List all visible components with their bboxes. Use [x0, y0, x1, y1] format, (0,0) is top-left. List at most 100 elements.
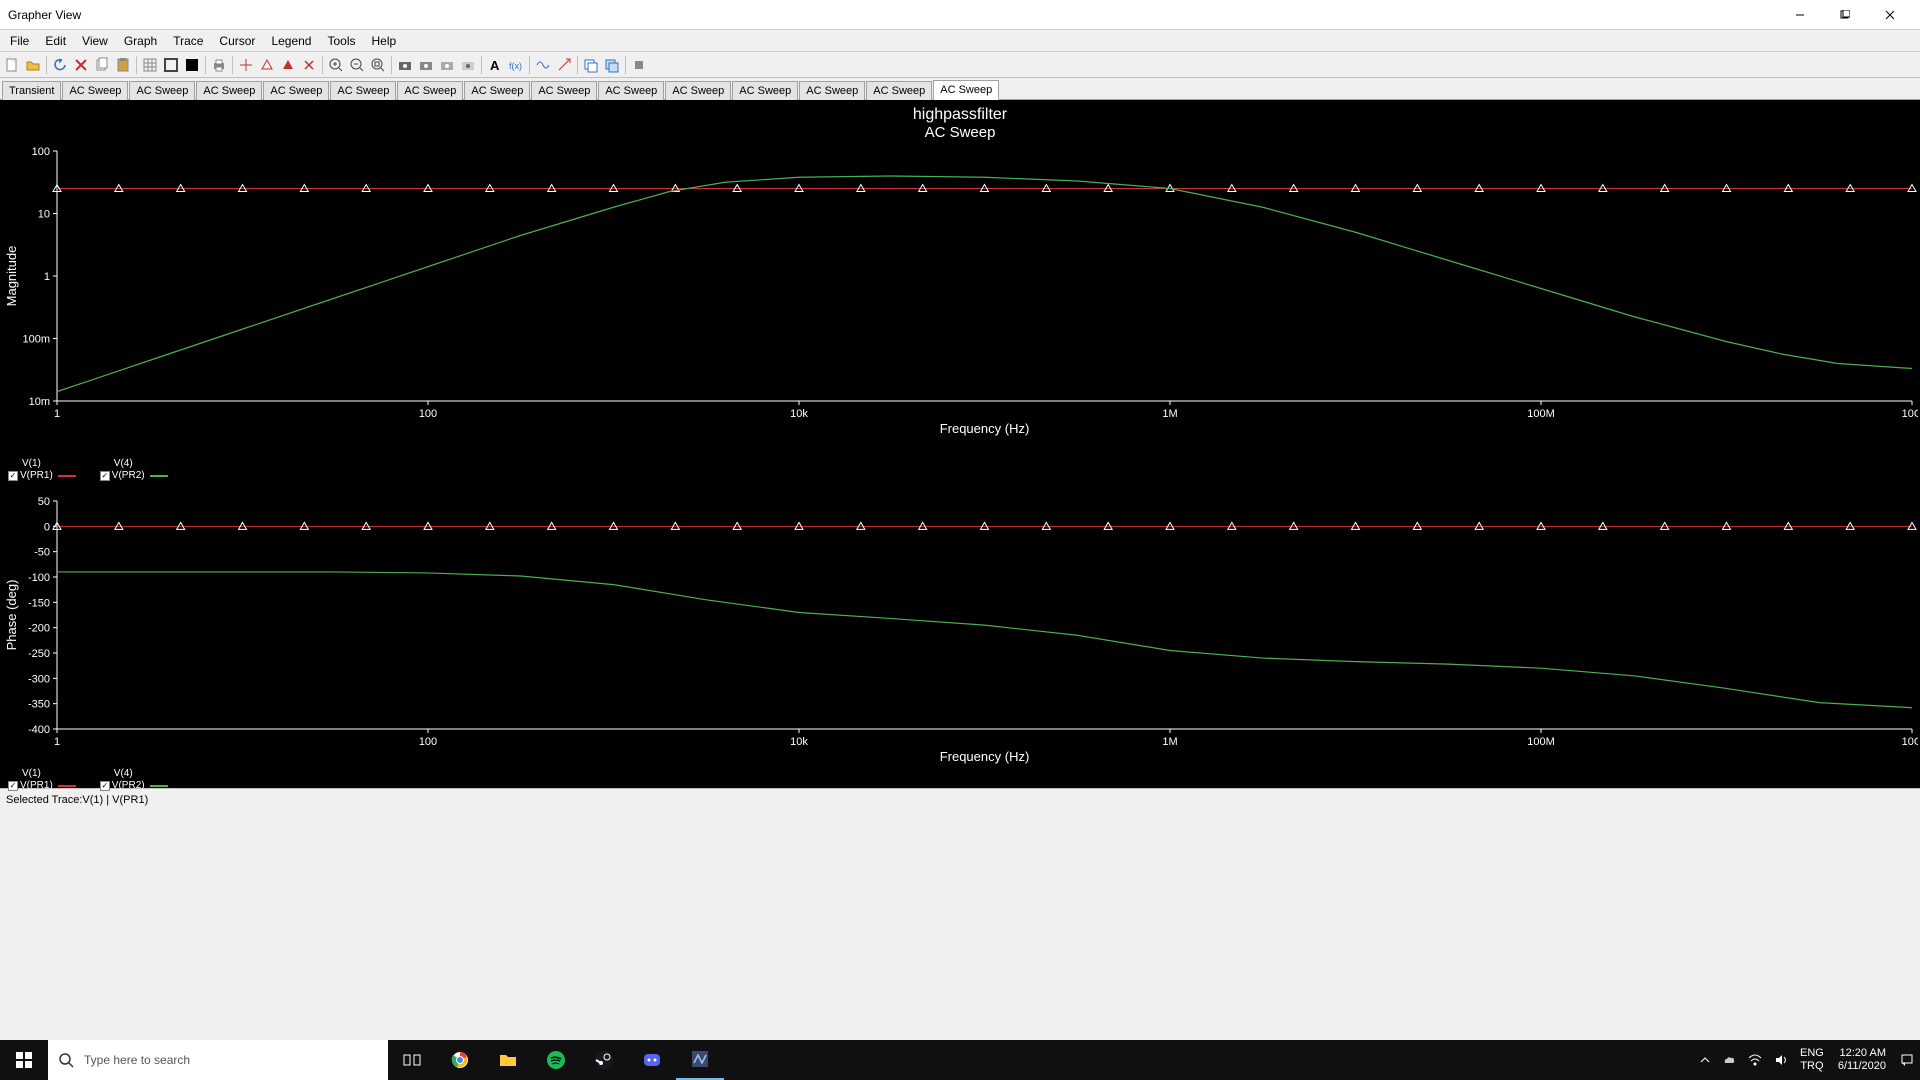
toolbar-grid-icon[interactable]: [140, 55, 160, 75]
plot-title: highpassfilter: [2, 102, 1918, 124]
toolbar-border-icon[interactable]: [161, 55, 181, 75]
menu-trace[interactable]: Trace: [165, 32, 211, 50]
svg-text:100: 100: [32, 146, 50, 158]
minimize-button[interactable]: [1777, 0, 1822, 30]
svg-text:Frequency (Hz): Frequency (Hz): [940, 421, 1030, 436]
menu-cursor[interactable]: Cursor: [211, 32, 263, 50]
toolbar-arrow-icon[interactable]: [554, 55, 574, 75]
toolbar-new-icon[interactable]: [2, 55, 22, 75]
toolbar-camera1-icon[interactable]: [395, 55, 415, 75]
toolbar-open-icon[interactable]: [23, 55, 43, 75]
taskbar-app-steam[interactable]: [580, 1040, 628, 1080]
tray-chevron-icon[interactable]: [1694, 1040, 1716, 1080]
trace-group-1: V(1) ✓V(PR1): [8, 768, 76, 791]
statusbar: Selected Trace:V(1) | V(PR1): [0, 788, 1920, 810]
toolbar-cursor1-icon[interactable]: [236, 55, 256, 75]
magnitude-chart[interactable]: 100101100m10m110010k1M100M10GFrequency (…: [2, 141, 1918, 461]
tab-10[interactable]: AC Sweep: [665, 81, 731, 100]
toolbar-camera3-icon[interactable]: [437, 55, 457, 75]
menu-edit[interactable]: Edit: [37, 32, 74, 50]
menu-graph[interactable]: Graph: [116, 32, 165, 50]
tab-8[interactable]: AC Sweep: [531, 81, 597, 100]
toolbar-undo-icon[interactable]: [50, 55, 70, 75]
titlebar: Grapher View: [0, 0, 1920, 30]
toolbar-wave-icon[interactable]: [533, 55, 553, 75]
svg-text:10k: 10k: [790, 736, 808, 748]
taskbar-app-task-view[interactable]: [388, 1040, 436, 1080]
menu-file[interactable]: File: [2, 32, 37, 50]
phase-chart[interactable]: 500-50-100-150-200-250-300-350-400110010…: [2, 471, 1918, 771]
tab-6[interactable]: AC Sweep: [397, 81, 463, 100]
wifi-icon[interactable]: [1742, 1040, 1768, 1080]
taskbar-app-chrome[interactable]: [436, 1040, 484, 1080]
svg-text:-350: -350: [28, 699, 50, 711]
tab-0[interactable]: Transient: [2, 81, 61, 100]
tab-2[interactable]: AC Sweep: [129, 81, 195, 100]
toolbar-print-icon[interactable]: [209, 55, 229, 75]
tab-4[interactable]: AC Sweep: [263, 81, 329, 100]
toolbar-camera4-icon[interactable]: [458, 55, 478, 75]
taskbar-app-explorer[interactable]: [484, 1040, 532, 1080]
language-indicator[interactable]: ENGTRQ: [1794, 1040, 1830, 1080]
toolbar-delete-icon[interactable]: [71, 55, 91, 75]
taskbar-app-discord[interactable]: [628, 1040, 676, 1080]
clock[interactable]: 12:20 AM6/11/2020: [1830, 1040, 1894, 1080]
toolbar-stop-icon[interactable]: [629, 55, 649, 75]
toolbar-layers2-icon[interactable]: [602, 55, 622, 75]
plot-area: highpassfilter AC Sweep 100101100m10m110…: [0, 100, 1920, 788]
tab-7[interactable]: AC Sweep: [464, 81, 530, 100]
toolbar-text-icon[interactable]: A: [485, 55, 505, 75]
svg-text:1M: 1M: [1162, 736, 1177, 748]
svg-text:A: A: [490, 58, 500, 73]
tab-11[interactable]: AC Sweep: [732, 81, 798, 100]
toolbar-layers1-icon[interactable]: [581, 55, 601, 75]
toolbar-copy-icon[interactable]: [92, 55, 112, 75]
svg-text:-50: -50: [34, 547, 50, 559]
trace-checkbox-1[interactable]: ✓V(PR1): [8, 780, 76, 791]
maximize-button[interactable]: [1822, 0, 1867, 30]
toolbar-marker-tri2-icon[interactable]: [278, 55, 298, 75]
menu-tools[interactable]: Tools: [319, 32, 363, 50]
toolbar-zoom-out-icon[interactable]: [347, 55, 367, 75]
tab-14[interactable]: AC Sweep: [933, 80, 999, 100]
toolbar-zoom-in-icon[interactable]: [326, 55, 346, 75]
tab-5[interactable]: AC Sweep: [330, 81, 396, 100]
menu-legend[interactable]: Legend: [263, 32, 319, 50]
menu-help[interactable]: Help: [364, 32, 405, 50]
toolbar-camera2-icon[interactable]: [416, 55, 436, 75]
toolbar-marker-x-icon[interactable]: [299, 55, 319, 75]
toolbar-blackbg-icon[interactable]: [182, 55, 202, 75]
trace-legend-phase: V(1) ✓V(PR1) V(4) ✓V(PR2): [8, 768, 168, 791]
clock-date: 6/11/2020: [1838, 1060, 1886, 1072]
onedrive-icon[interactable]: [1716, 1040, 1742, 1080]
window-title: Grapher View: [8, 8, 1777, 22]
svg-text:100: 100: [419, 408, 437, 420]
trace-checkbox-2[interactable]: ✓V(PR2): [100, 780, 168, 791]
tab-9[interactable]: AC Sweep: [598, 81, 664, 100]
svg-text:1: 1: [54, 736, 60, 748]
svg-text:-400: -400: [28, 724, 50, 736]
menu-view[interactable]: View: [74, 32, 116, 50]
taskbar-app-spotify[interactable]: [532, 1040, 580, 1080]
volume-icon[interactable]: [1768, 1040, 1794, 1080]
svg-text:10k: 10k: [790, 408, 808, 420]
toolbar-zoom-fit-icon[interactable]: [368, 55, 388, 75]
trace-group-2: V(4) ✓V(PR2): [100, 768, 168, 791]
notifications-icon[interactable]: [1894, 1040, 1920, 1080]
taskbar-app-multisim[interactable]: [676, 1040, 724, 1080]
search-box[interactable]: Type here to search: [48, 1040, 388, 1080]
plot-subtitle: AC Sweep: [2, 124, 1918, 141]
toolbar-marker-tri-icon[interactable]: [257, 55, 277, 75]
toolbar-fx-icon[interactable]: f(x): [506, 55, 526, 75]
svg-text:Magnitude: Magnitude: [4, 246, 19, 307]
svg-text:-300: -300: [28, 673, 50, 685]
toolbar-paste-icon[interactable]: [113, 55, 133, 75]
tab-13[interactable]: AC Sweep: [866, 81, 932, 100]
start-button[interactable]: [0, 1040, 48, 1080]
lang2: TRQ: [1800, 1060, 1823, 1072]
tab-1[interactable]: AC Sweep: [62, 81, 128, 100]
close-button[interactable]: [1867, 0, 1912, 30]
svg-text:-250: -250: [28, 648, 50, 660]
tab-12[interactable]: AC Sweep: [799, 81, 865, 100]
tab-3[interactable]: AC Sweep: [196, 81, 262, 100]
